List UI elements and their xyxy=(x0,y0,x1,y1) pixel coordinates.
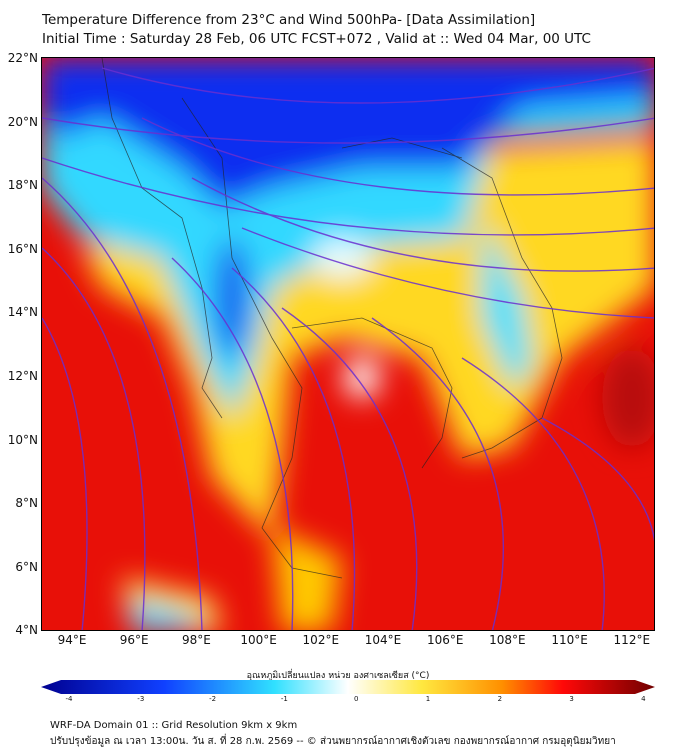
footer-credit: ปรับปรุงข้อมูล ณ เวลา 13:00น. วัน ส. ที่… xyxy=(50,736,616,747)
cold-region xyxy=(42,58,654,208)
lon-label: 98°E xyxy=(181,633,211,647)
colorbar-tick: 4 xyxy=(641,695,646,703)
lat-label: 8°N xyxy=(15,496,38,511)
colorbar-tick: 1 xyxy=(425,695,431,703)
lat-label: 10°N xyxy=(7,432,38,447)
lon-label: 100°E xyxy=(240,633,277,647)
lat-label: 6°N xyxy=(15,559,38,574)
country-borders xyxy=(101,58,563,579)
footer-model-info: WRF-DA Domain 01 :: Grid Resolution 9km … xyxy=(50,720,298,731)
colorbar xyxy=(41,680,655,694)
colorbar-tick: 0 xyxy=(353,695,359,703)
lon-label: 112°E xyxy=(613,633,651,647)
warm-region-south xyxy=(272,528,342,630)
lat-label: 16°N xyxy=(7,241,38,256)
lon-label: 110°E xyxy=(551,633,588,647)
colorbar-tick: -4 xyxy=(65,695,73,703)
lat-label: 22°N xyxy=(7,51,38,65)
colorbar-tick: 2 xyxy=(497,695,503,703)
lon-label: 94°E xyxy=(57,633,87,647)
colorbar-tick: 3 xyxy=(569,695,574,703)
colorbar-tick: -3 xyxy=(137,695,145,703)
lon-label: 106°E xyxy=(426,633,464,647)
temperature-wind-map xyxy=(41,57,655,631)
lon-label: 96°E xyxy=(119,633,149,647)
colorbar-title: อุณหภูมิเปลี่ยนแปลง หน่วย องศาเซลเซียส (… xyxy=(246,671,430,681)
colorbar-tick: -1 xyxy=(280,695,288,703)
streamlines xyxy=(42,67,654,630)
lat-label: 4°N xyxy=(15,623,38,638)
map-title: Temperature Difference from 23°C and Win… xyxy=(42,12,536,28)
lat-label: 20°N xyxy=(7,114,38,129)
lon-label: 108°E xyxy=(489,633,526,647)
lat-label: 14°N xyxy=(7,305,38,320)
lat-label: 12°N xyxy=(7,369,38,383)
lon-label: 102°E xyxy=(302,633,340,647)
lon-label: 104°E xyxy=(364,633,402,647)
lat-label: 18°N xyxy=(7,178,38,193)
colorbar-tick: -2 xyxy=(209,695,217,703)
map-subtitle: Initial Time : Saturday 28 Feb, 06 UTC F… xyxy=(42,31,591,47)
